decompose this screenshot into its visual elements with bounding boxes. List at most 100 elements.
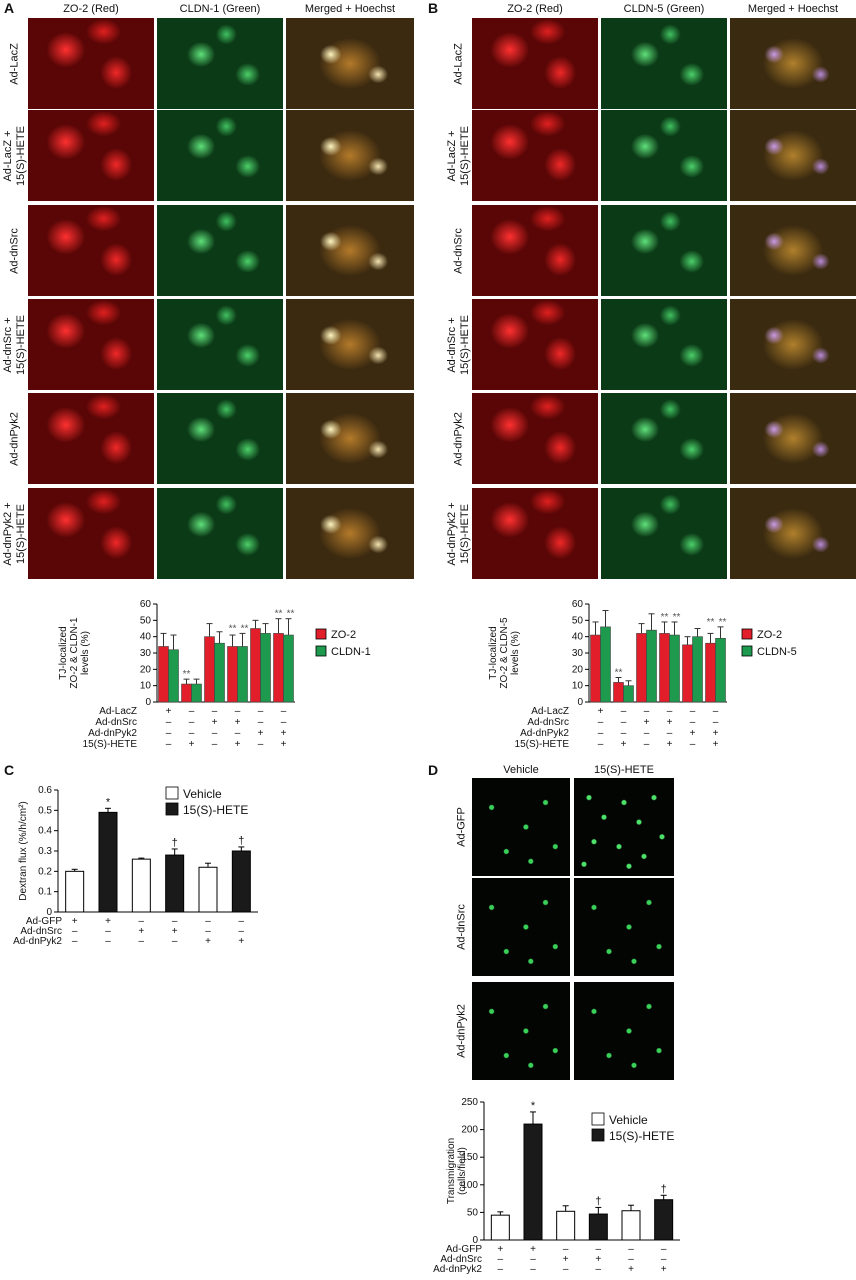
- significance-label: †: [172, 837, 178, 849]
- legend-swatch: [591, 1128, 605, 1142]
- legend: ZO-2 CLDN-5: [741, 628, 797, 658]
- legend-label: Vehicle: [183, 787, 222, 801]
- bar: [600, 626, 611, 703]
- bar: [636, 633, 647, 703]
- bar: [214, 642, 225, 703]
- condition-mark: –: [189, 728, 195, 739]
- y-axis-label-line: levels (%): [80, 631, 91, 675]
- transmigration-micrograph: [472, 778, 570, 876]
- bar: [158, 646, 169, 703]
- condition-mark: –: [235, 728, 241, 739]
- condition-mark: +: [72, 916, 78, 927]
- bar: [613, 682, 624, 703]
- y-tick-label: 0: [577, 697, 583, 708]
- legend-label: 15(S)-HETE: [183, 803, 248, 817]
- y-axis-label-line: TJ-localized: [58, 626, 69, 679]
- condition-label: Ad-GFP: [446, 1244, 482, 1255]
- bar: [237, 646, 248, 703]
- row-label-line: Ad-dnPyk2: [8, 411, 21, 466]
- condition-label: Ad-GFP: [26, 916, 62, 927]
- condition-mark: –: [530, 1254, 536, 1265]
- condition-mark: –: [644, 739, 650, 750]
- zo2-red-micrograph: [28, 393, 154, 484]
- significance-label: *: [106, 796, 111, 808]
- y-tick-label: 0.1: [38, 887, 52, 898]
- condition-mark: –: [189, 706, 195, 717]
- y-tick-label: 0: [145, 697, 151, 708]
- row-label-line: 15(S)-HETE: [459, 314, 471, 375]
- bar: [250, 628, 261, 703]
- y-tick-label: 10: [140, 681, 152, 692]
- legend-swatch: [315, 628, 327, 640]
- y-axis-label: TJ-localized ZO-2 & CLDN-1 levels (%): [58, 617, 91, 689]
- zo2-red-micrograph: [28, 488, 154, 579]
- legend-swatch: [741, 628, 753, 640]
- row-label-line: Ad-LacZ: [8, 42, 21, 85]
- condition-mark: –: [166, 739, 172, 750]
- legend: ZO-2 CLDN-1: [315, 628, 371, 658]
- legend-swatch: [315, 645, 327, 657]
- condition-mark: +: [235, 739, 241, 750]
- condition-mark: +: [166, 706, 172, 717]
- y-tick-label: 0.2: [38, 866, 52, 877]
- condition-mark: +: [644, 717, 650, 728]
- legend-label: ZO-2: [757, 629, 782, 641]
- condition-mark: –: [166, 717, 172, 728]
- condition-mark: –: [621, 706, 627, 717]
- y-tick-label: 30: [572, 648, 584, 659]
- legend-label: 15(S)-HETE: [609, 1129, 674, 1143]
- row-label: Ad-dnPyk2 +15(S)-HETE: [2, 502, 28, 565]
- transmigration-micrograph: [574, 982, 674, 1080]
- condition-mark: –: [713, 717, 719, 728]
- row-label-line: Ad-LacZ: [452, 42, 465, 85]
- bar: [98, 811, 118, 913]
- y-axis-label-line: ZO-2 & CLDN-1: [69, 617, 80, 689]
- y-tick-label: 0: [472, 1235, 478, 1246]
- condition-mark: –: [661, 1254, 667, 1265]
- bar: [198, 866, 218, 913]
- merged-hoechst-micrograph: [730, 18, 856, 109]
- significance-label: **: [661, 612, 669, 623]
- merged-hoechst-micrograph: [286, 205, 414, 296]
- bar: [260, 633, 271, 703]
- zo2-red-micrograph: [472, 393, 598, 484]
- merged-hoechst-micrograph: [730, 488, 856, 579]
- y-tick-label: 0.4: [38, 826, 52, 837]
- condition-mark: –: [667, 728, 673, 739]
- row-label: Ad-LacZ: [9, 43, 22, 85]
- y-tick-label: 10: [572, 681, 584, 692]
- condition-mark: –: [258, 706, 264, 717]
- condition-mark: –: [596, 1264, 602, 1275]
- significance-label: *: [531, 1100, 536, 1112]
- cldn1-green-micrograph: [157, 299, 283, 390]
- y-tick-label: 250: [461, 1097, 478, 1108]
- bar: [181, 683, 192, 703]
- bar: [654, 1199, 674, 1241]
- bar: [165, 854, 185, 913]
- merged-hoechst-micrograph: [730, 393, 856, 484]
- bar: [273, 633, 284, 703]
- y-tick-label: 30: [140, 648, 152, 659]
- legend-swatch: [591, 1112, 605, 1126]
- condition-mark: –: [239, 916, 245, 927]
- condition-mark: –: [212, 706, 218, 717]
- condition-mark: –: [235, 706, 241, 717]
- condition-label: Ad-dnSrc: [95, 717, 137, 728]
- condition-mark: –: [139, 916, 145, 927]
- merged-hoechst-micrograph: [286, 18, 414, 109]
- condition-mark: –: [205, 926, 211, 937]
- row-label-line: Ad-dnSrc +: [446, 316, 458, 373]
- row-label-line: Ad-dnPyk2: [452, 411, 465, 466]
- condition-mark: –: [598, 717, 604, 728]
- panel-a-bar-chart: TJ-localized ZO-2 & CLDN-1 levels (%) 0 10 20…: [58, 599, 371, 750]
- bar: [227, 646, 238, 703]
- cldn5-green-micrograph: [601, 110, 727, 201]
- row-label-line: 15(S)-HETE: [459, 503, 471, 564]
- y-tick-label: 40: [572, 632, 584, 643]
- condition-label: Ad-dnSrc: [20, 926, 62, 937]
- bar: [556, 1210, 576, 1241]
- bar: [131, 858, 151, 913]
- merged-hoechst-micrograph: [730, 110, 856, 201]
- row-label: Ad-dnSrc: [453, 228, 466, 274]
- significance-label: **: [241, 623, 249, 634]
